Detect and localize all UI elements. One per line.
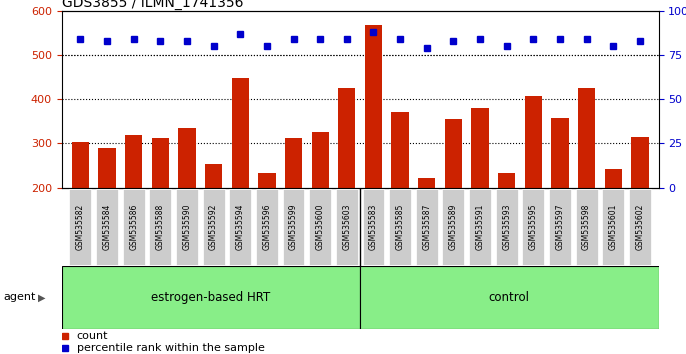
Text: control: control [489, 291, 530, 304]
Bar [578, 88, 595, 188]
FancyBboxPatch shape [416, 189, 438, 265]
Text: GDS3855 / ILMN_1741356: GDS3855 / ILMN_1741356 [62, 0, 244, 10]
Text: GSM535595: GSM535595 [529, 203, 538, 250]
Text: GSM535593: GSM535593 [502, 203, 511, 250]
Bar [392, 113, 409, 188]
FancyBboxPatch shape [549, 189, 571, 265]
FancyBboxPatch shape [602, 189, 624, 265]
Bar [498, 173, 515, 188]
Bar [125, 135, 142, 188]
Text: GSM535590: GSM535590 [182, 203, 191, 250]
Text: GSM535582: GSM535582 [76, 204, 85, 250]
Bar [604, 170, 622, 188]
Text: GSM535603: GSM535603 [342, 203, 351, 250]
FancyBboxPatch shape [283, 189, 305, 265]
Text: GSM535597: GSM535597 [556, 203, 565, 250]
Text: GSM535601: GSM535601 [608, 203, 618, 250]
FancyBboxPatch shape [256, 189, 278, 265]
Text: GSM535594: GSM535594 [236, 203, 245, 250]
Bar [152, 138, 169, 188]
Text: GSM535596: GSM535596 [263, 203, 272, 250]
FancyBboxPatch shape [96, 189, 118, 265]
Bar [258, 173, 276, 188]
FancyBboxPatch shape [69, 189, 91, 265]
Bar [631, 137, 648, 188]
FancyBboxPatch shape [336, 189, 358, 265]
FancyBboxPatch shape [469, 189, 491, 265]
FancyBboxPatch shape [496, 189, 518, 265]
Bar [285, 138, 303, 188]
Text: agent: agent [3, 292, 36, 302]
Bar [471, 108, 488, 188]
Bar [205, 164, 222, 188]
Text: GSM535588: GSM535588 [156, 204, 165, 250]
Text: GSM535600: GSM535600 [316, 203, 324, 250]
Text: count: count [77, 331, 108, 341]
Text: GSM535592: GSM535592 [209, 203, 218, 250]
Text: GSM535584: GSM535584 [102, 203, 112, 250]
Text: GSM535587: GSM535587 [423, 203, 431, 250]
Bar [98, 148, 116, 188]
FancyBboxPatch shape [523, 189, 544, 265]
Bar [445, 119, 462, 188]
Bar [72, 143, 89, 188]
Text: GSM535583: GSM535583 [369, 203, 378, 250]
Text: GSM535589: GSM535589 [449, 203, 458, 250]
Bar [552, 118, 569, 188]
Bar [365, 25, 382, 188]
Bar [418, 178, 436, 188]
FancyBboxPatch shape [176, 189, 198, 265]
Text: GSM535602: GSM535602 [635, 203, 644, 250]
FancyBboxPatch shape [576, 189, 598, 265]
FancyBboxPatch shape [442, 189, 464, 265]
Bar [232, 78, 249, 188]
Text: GSM535591: GSM535591 [475, 203, 484, 250]
Text: ▶: ▶ [38, 292, 45, 302]
Text: GSM535598: GSM535598 [582, 203, 591, 250]
Bar [311, 132, 329, 188]
FancyBboxPatch shape [150, 189, 172, 265]
Text: GSM535599: GSM535599 [289, 203, 298, 250]
FancyBboxPatch shape [389, 189, 411, 265]
FancyBboxPatch shape [360, 266, 659, 329]
FancyBboxPatch shape [62, 266, 360, 329]
FancyBboxPatch shape [629, 189, 651, 265]
Text: GSM535585: GSM535585 [396, 203, 405, 250]
FancyBboxPatch shape [229, 189, 251, 265]
Bar [525, 96, 542, 188]
FancyBboxPatch shape [362, 189, 384, 265]
Text: GSM535586: GSM535586 [129, 203, 138, 250]
FancyBboxPatch shape [309, 189, 331, 265]
FancyBboxPatch shape [202, 189, 224, 265]
Text: percentile rank within the sample: percentile rank within the sample [77, 343, 265, 353]
Text: estrogen-based HRT: estrogen-based HRT [152, 291, 270, 304]
Bar [178, 128, 196, 188]
FancyBboxPatch shape [123, 189, 145, 265]
Bar [338, 88, 355, 188]
